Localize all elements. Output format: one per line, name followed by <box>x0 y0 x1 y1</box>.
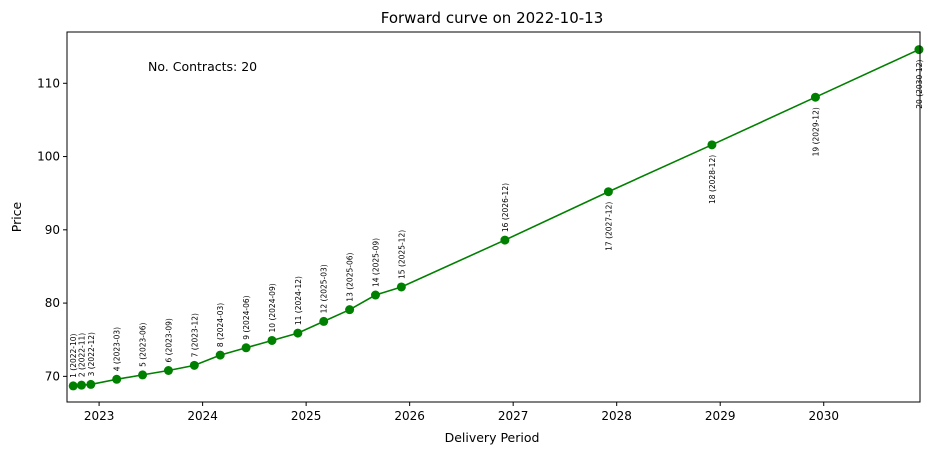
point-label: 7 (2023-12) <box>190 313 199 357</box>
data-point <box>86 379 96 389</box>
point-label: 19 (2029-12) <box>811 107 820 156</box>
data-point <box>112 374 122 384</box>
x-tick-label: 2027 <box>498 409 529 423</box>
y-tick-label: 70 <box>45 369 60 383</box>
y-axis: 70 80 90 100 110 <box>37 76 67 383</box>
data-point <box>241 343 251 353</box>
x-axis: 2023 2024 2025 2026 2027 2028 2029 2030 <box>84 402 839 423</box>
data-point <box>163 365 173 375</box>
contracts-annotation: No. Contracts: 20 <box>148 59 257 74</box>
point-label: 3 (2022-12) <box>87 332 96 376</box>
data-point <box>215 350 225 360</box>
data-point <box>370 290 380 300</box>
point-label: 5 (2023-06) <box>139 322 148 366</box>
point-label: 10 (2024-09) <box>268 283 277 332</box>
data-point <box>500 235 510 245</box>
y-axis-title: Price <box>9 201 24 232</box>
point-label: 1 (2022-10) <box>69 333 78 377</box>
point-label: 11 (2024-12) <box>294 276 303 325</box>
chart-title: Forward curve on 2022-10-13 <box>381 9 604 27</box>
data-point <box>810 92 820 102</box>
data-point <box>396 282 406 292</box>
point-label: 13 (2025-06) <box>346 252 355 301</box>
y-tick-label: 100 <box>37 150 60 164</box>
point-label: 18 (2028-12) <box>708 155 717 204</box>
x-tick-label: 2025 <box>291 409 322 423</box>
y-tick-label: 80 <box>45 296 60 310</box>
data-point <box>189 360 199 370</box>
plot-area: 1 (2022-10) 2 (2022-11) 3 (2022-12) 4 (2023… <box>68 45 924 391</box>
x-axis-title: Delivery Period <box>445 430 540 445</box>
data-point <box>319 316 329 326</box>
point-label: 6 (2023-09) <box>164 318 173 362</box>
x-tick-label: 2030 <box>808 409 839 423</box>
point-label: 17 (2027-12) <box>604 202 613 251</box>
point-label: 20 (2030-12) <box>915 60 924 109</box>
point-label: 2 (2022-11) <box>77 333 86 377</box>
x-tick-label: 2026 <box>394 409 425 423</box>
x-tick-label: 2024 <box>187 409 218 423</box>
data-point <box>707 140 717 150</box>
point-label: 16 (2026-12) <box>501 183 510 232</box>
y-tick-label: 110 <box>37 76 60 90</box>
data-point <box>603 187 613 197</box>
data-point <box>345 305 355 315</box>
x-tick-label: 2029 <box>705 409 736 423</box>
data-point <box>138 370 148 380</box>
point-label: 9 (2024-06) <box>242 295 251 339</box>
point-label: 15 (2025-12) <box>397 230 406 279</box>
point-label: 8 (2024-03) <box>216 303 225 347</box>
x-tick-label: 2023 <box>84 409 115 423</box>
y-tick-label: 90 <box>45 223 60 237</box>
data-point <box>68 381 78 391</box>
plot-frame <box>66 31 921 403</box>
data-point <box>293 328 303 338</box>
data-point <box>76 380 86 390</box>
data-point <box>267 335 277 345</box>
x-tick-label: 2028 <box>601 409 632 423</box>
point-label: 12 (2025-03) <box>320 264 329 313</box>
point-label: 4 (2023-03) <box>113 327 122 371</box>
point-label: 14 (2025-09) <box>371 238 380 287</box>
data-point <box>914 45 924 55</box>
